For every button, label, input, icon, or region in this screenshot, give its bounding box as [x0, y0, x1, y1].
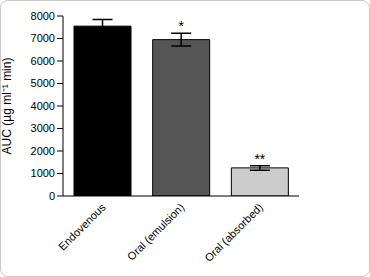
svg-text:3000: 3000 [31, 122, 55, 134]
svg-text:AUC (µg ml⁻¹ min): AUC (µg ml⁻¹ min) [1, 58, 14, 155]
svg-text:*: * [178, 18, 184, 34]
svg-text:2000: 2000 [31, 145, 55, 157]
svg-text:1000: 1000 [31, 167, 55, 179]
svg-text:Oral (emulsion): Oral (emulsion) [125, 201, 187, 263]
svg-text:7000: 7000 [31, 32, 55, 44]
svg-text:Oral (absorbed): Oral (absorbed) [202, 201, 265, 264]
svg-text:0: 0 [49, 190, 55, 202]
svg-text:6000: 6000 [31, 55, 55, 67]
svg-text:8000: 8000 [31, 10, 55, 22]
svg-text:Endovenous: Endovenous [56, 201, 108, 253]
svg-text:**: ** [254, 151, 265, 167]
svg-text:4000: 4000 [31, 100, 55, 112]
svg-text:5000: 5000 [31, 77, 55, 89]
